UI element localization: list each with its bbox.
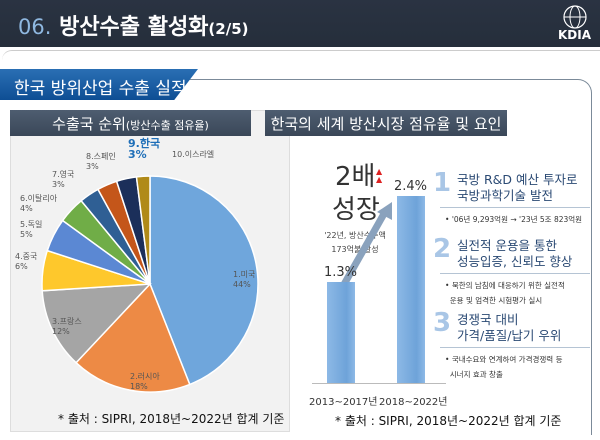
growth-arrow-icon [334,202,392,297]
logo-text: KDIA [558,28,592,42]
slice-percent: 18% [130,382,148,391]
slice-percent: 3% [86,162,99,171]
slice-name: 6.이탈리아 [20,194,58,203]
detail-text: '06년 9,293억원 → '23년 5조 823억원 [451,215,583,224]
slice-name: 3.프랑스 [52,317,82,326]
heading-text: 수출국 순위 [52,115,126,133]
export-rank-heading: 수출국 순위(방산수출 점유율) [10,110,251,136]
slice-name: 5.독일 [20,220,43,229]
slice-percent: 3% [128,148,147,161]
factor-title: 국방 R&D 예산 투자로 [457,172,578,187]
slice-percent: 5% [20,230,33,239]
slice-name: 1.미국 [233,270,256,279]
bullet: • [445,215,452,224]
pie-label: 7.영국 3% [52,170,74,190]
factor-detail: 시너지 효과 창출 [445,367,503,382]
bar-category-label: 2018~2022년 [379,397,448,408]
bar-value-label: 2.4% [394,178,428,194]
pie-label: 9.한국 3% [128,138,160,160]
detail-text: 시너지 효과 창출 [449,370,503,379]
factor-detail: • 북한의 남침에 대응하기 위한 실전적 [445,278,565,293]
pie-label: 8.스페인 3% [86,152,116,172]
slice-name: 2.러시아 [130,372,160,381]
factor-detail: • '06년 9,293억원 → '23년 5조 823억원 [445,212,582,227]
factor-divider [440,347,590,348]
bar-category-label: 2013~2017년 [309,397,378,408]
factor-title: 경쟁국 대비 [457,312,519,327]
pie-slice [41,283,152,364]
page-title: 06. 방산수출 활성화(2/5) [18,9,249,41]
pie-label: 1.미국 44% [233,270,255,290]
detail-text: 북한의 남침에 대응하기 위한 실전적 [451,281,565,290]
slice-name: 7.영국 [52,170,75,179]
factor-title: 가격/품질/납기 우위 [457,328,562,343]
header-bar: 06. 방산수출 활성화(2/5) KDIA [0,0,600,47]
slice-percent: 6% [15,262,28,271]
pie-chart [41,175,259,393]
note-line: 173억불 달성 [331,245,379,254]
pie-slice [75,282,191,393]
slice-percent: 44% [233,280,251,289]
pie-label: 4.중국 6% [15,252,37,272]
right-source-note: * 출처 : SIPRI, 2018년~2022년 합계 기준 [335,414,562,428]
detail-text: 운용 및 엄격한 시험평가 실시 [449,296,543,305]
title-text: 방산수출 활성화 [59,15,209,40]
bar [397,195,425,383]
section-title: 한국 방위산업 수출 실적 [0,69,198,100]
section-number: 06. [18,15,52,39]
left-source-note: * 출처 : SIPRI, 2018년~2022년 합계 기준 [58,412,285,426]
factor-detail: • 국내수요와 연계하여 가격경쟁력 등 [445,352,562,367]
growth-label-1: 2배 [335,162,376,192]
pie-label: 10.이스라엘 [172,150,214,160]
factor-detail: 운용 및 엄격한 시험평가 실시 [445,293,542,308]
growth-label-2: 성장 [332,195,380,225]
slice-name: 8.스페인 [86,152,116,161]
pie-label: 5.독일 5% [20,220,42,240]
order-note: '22년, 방산수주액 173억불 달성 [320,229,390,257]
bullet: • [445,281,452,290]
bar-value-label: 1.3% [324,264,358,280]
factor-title: 성능입증, 신뢰도 향상 [457,254,573,269]
up-arrows-icon: ▲ ▲ [376,167,383,184]
section-frame [10,79,592,435]
detail-text: 국내수요와 연계하여 가격경쟁력 등 [451,355,563,364]
bar [327,281,355,383]
page-indicator: (2/5) [208,20,249,38]
bullet: • [445,355,452,364]
market-share-heading: 한국의 세계 방산시장 점유율 및 요인 [265,110,507,136]
bar-baseline [312,383,446,384]
pie-slice [135,175,151,285]
globe-icon [563,5,587,29]
note-line: '22년, 방산수주액 [324,231,386,240]
factor-title: 실전적 운용을 통한 [457,238,557,253]
factor-divider [440,273,590,274]
slice-name: 9.한국 [128,137,161,150]
pie-label: 2.러시아 18% [130,372,160,392]
slice-percent: 3% [52,180,65,189]
pie-slice [149,175,259,386]
slice-name: 10.이스라엘 [172,150,215,159]
slice-percent: 12% [52,327,70,336]
kdia-logo: KDIA [552,4,600,46]
factor-number: 2 [433,234,452,264]
pie-label: 3.프랑스 12% [52,317,82,337]
slice-percent: 4% [20,204,33,213]
pie-label: 6.이탈리아 4% [20,194,57,214]
factor-divider [440,207,590,208]
factor-number: 1 [433,168,452,198]
slice-name: 4.중국 [15,252,38,261]
heading-sub: (방산수출 점유율) [125,119,209,132]
factor-number: 3 [433,308,452,338]
factor-title: 국방과학기술 발전 [457,188,553,203]
